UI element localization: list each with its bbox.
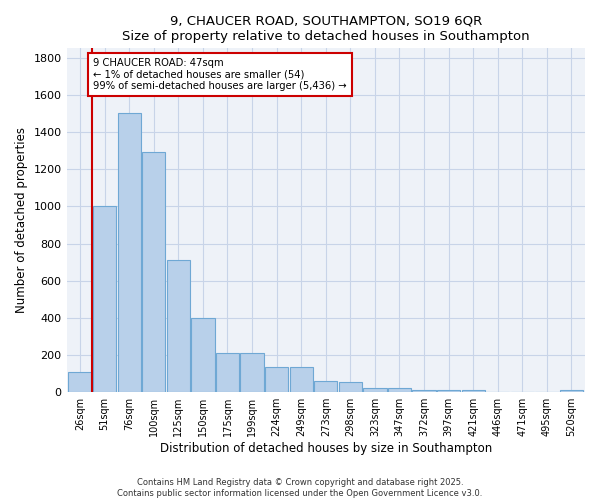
Bar [93, 206, 116, 392]
Bar [388, 388, 411, 392]
Bar [265, 367, 288, 392]
Bar [412, 390, 436, 392]
Bar [118, 114, 141, 392]
Bar [363, 388, 386, 392]
Bar [241, 353, 264, 392]
Bar [142, 152, 166, 392]
Bar [167, 260, 190, 392]
Bar [461, 390, 485, 392]
Bar [68, 372, 92, 392]
Bar [191, 318, 215, 392]
Text: Contains HM Land Registry data © Crown copyright and database right 2025.
Contai: Contains HM Land Registry data © Crown c… [118, 478, 482, 498]
Bar [338, 382, 362, 392]
Bar [437, 390, 460, 392]
Title: 9, CHAUCER ROAD, SOUTHAMPTON, SO19 6QR
Size of property relative to detached hou: 9, CHAUCER ROAD, SOUTHAMPTON, SO19 6QR S… [122, 15, 530, 43]
Bar [560, 390, 583, 392]
Bar [314, 381, 337, 392]
Bar [216, 353, 239, 392]
Bar [290, 367, 313, 392]
X-axis label: Distribution of detached houses by size in Southampton: Distribution of detached houses by size … [160, 442, 492, 455]
Y-axis label: Number of detached properties: Number of detached properties [15, 128, 28, 314]
Text: 9 CHAUCER ROAD: 47sqm
← 1% of detached houses are smaller (54)
99% of semi-detac: 9 CHAUCER ROAD: 47sqm ← 1% of detached h… [94, 58, 347, 91]
